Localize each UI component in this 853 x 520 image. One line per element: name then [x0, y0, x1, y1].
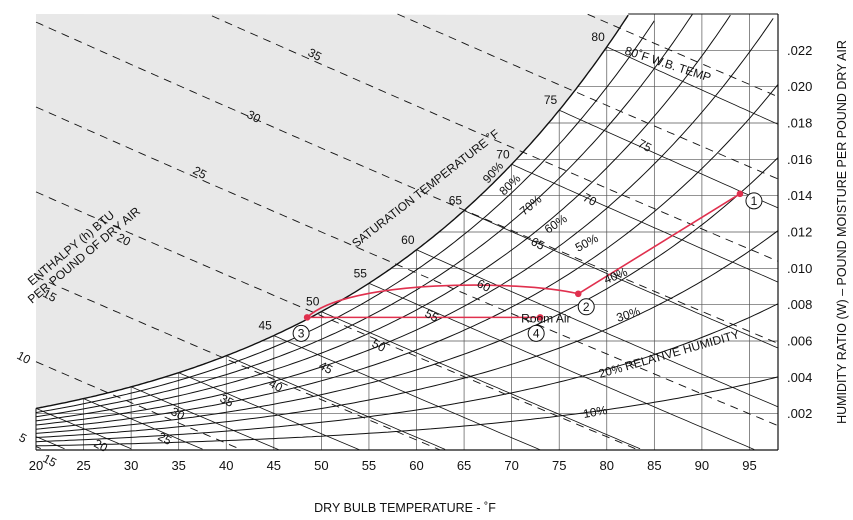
rh-label: 60%: [542, 211, 570, 236]
wetbulb-tick-label: 55: [423, 306, 442, 325]
process-line-1-2: [578, 194, 740, 294]
y-tick-label: .016: [787, 152, 812, 167]
x-tick-label: 80: [600, 458, 614, 473]
y-tick-label: .018: [787, 116, 812, 131]
y-tick-label: .014: [787, 188, 812, 203]
x-tick-label: 65: [457, 458, 471, 473]
process-point-number-3: 3: [298, 327, 305, 341]
saturation-tick-label: 55: [354, 266, 368, 280]
process-point-number-2: 2: [583, 300, 590, 314]
saturation-tick-label: 75: [544, 93, 558, 107]
x-tick-label: 75: [552, 458, 566, 473]
x-tick-label: 20: [29, 458, 43, 473]
rh-label: 50%: [573, 231, 601, 255]
y-axis-title: HUMIDITY RATIO (W) – POUND MOISTURE PER …: [835, 40, 849, 424]
room-air-label: Room Air: [521, 311, 570, 325]
x-tick-label: 60: [409, 458, 423, 473]
enthalpy-tick-label: 10: [15, 348, 34, 367]
enthalpy-tick-label: 5: [17, 430, 30, 446]
saturation-tick-label: 80: [591, 30, 605, 44]
x-tick-label: 30: [124, 458, 138, 473]
wetbulb-line-45: [274, 336, 540, 450]
wetbulb-tick-label: 35: [218, 391, 237, 410]
saturation-tick-label: 65: [449, 193, 463, 207]
process-point-2: [575, 290, 582, 297]
x-tick-label: 85: [647, 458, 661, 473]
y-tick-label: .020: [787, 79, 812, 94]
process-point-number-4: 4: [533, 327, 540, 341]
x-axis-title: DRY BULB TEMPERATURE - ˚F: [314, 501, 496, 515]
x-tick-label: 95: [742, 458, 756, 473]
wetbulb-tick-label: 25: [156, 429, 175, 448]
wetbulb-tick-label: 60: [475, 276, 494, 295]
process-point-1: [737, 191, 744, 198]
x-tick-label: 70: [504, 458, 518, 473]
y-tick-label: .004: [787, 370, 812, 385]
wetbulb-tick-label: 75: [636, 136, 655, 155]
process-point-number-1: 1: [751, 194, 758, 208]
rh-label: 30%: [615, 304, 642, 325]
x-tick-label: 25: [76, 458, 90, 473]
wetbulb-tick-label: 15: [41, 451, 60, 470]
x-tick-label: 35: [171, 458, 185, 473]
y-tick-label: .022: [787, 43, 812, 58]
saturation-tick-label: 50: [306, 295, 320, 309]
x-tick-label: 90: [695, 458, 709, 473]
x-tick-label: 50: [314, 458, 328, 473]
wetbulb-tick-label: 70: [581, 190, 600, 209]
rh-label: 10%: [582, 403, 608, 421]
saturation-tick-label: 70: [496, 147, 510, 161]
y-tick-label: .010: [787, 261, 812, 276]
y-tick-label: .006: [787, 334, 812, 349]
saturation-tick-label: 45: [258, 319, 272, 333]
rh-label: 20% RELATIVE HUMIDITY: [597, 327, 741, 381]
y-tick-label: .012: [787, 225, 812, 240]
y-tick-label: .008: [787, 297, 812, 312]
y-tick-label: .002: [787, 406, 812, 421]
x-tick-label: 55: [362, 458, 376, 473]
process-point-3: [304, 314, 311, 321]
saturation-tick-label: 60: [401, 233, 415, 247]
enthalpy-line-5: [36, 447, 41, 449]
x-tick-label: 40: [219, 458, 233, 473]
x-tick-label: 45: [267, 458, 281, 473]
wetbulb-tick-label: 65: [529, 234, 548, 253]
